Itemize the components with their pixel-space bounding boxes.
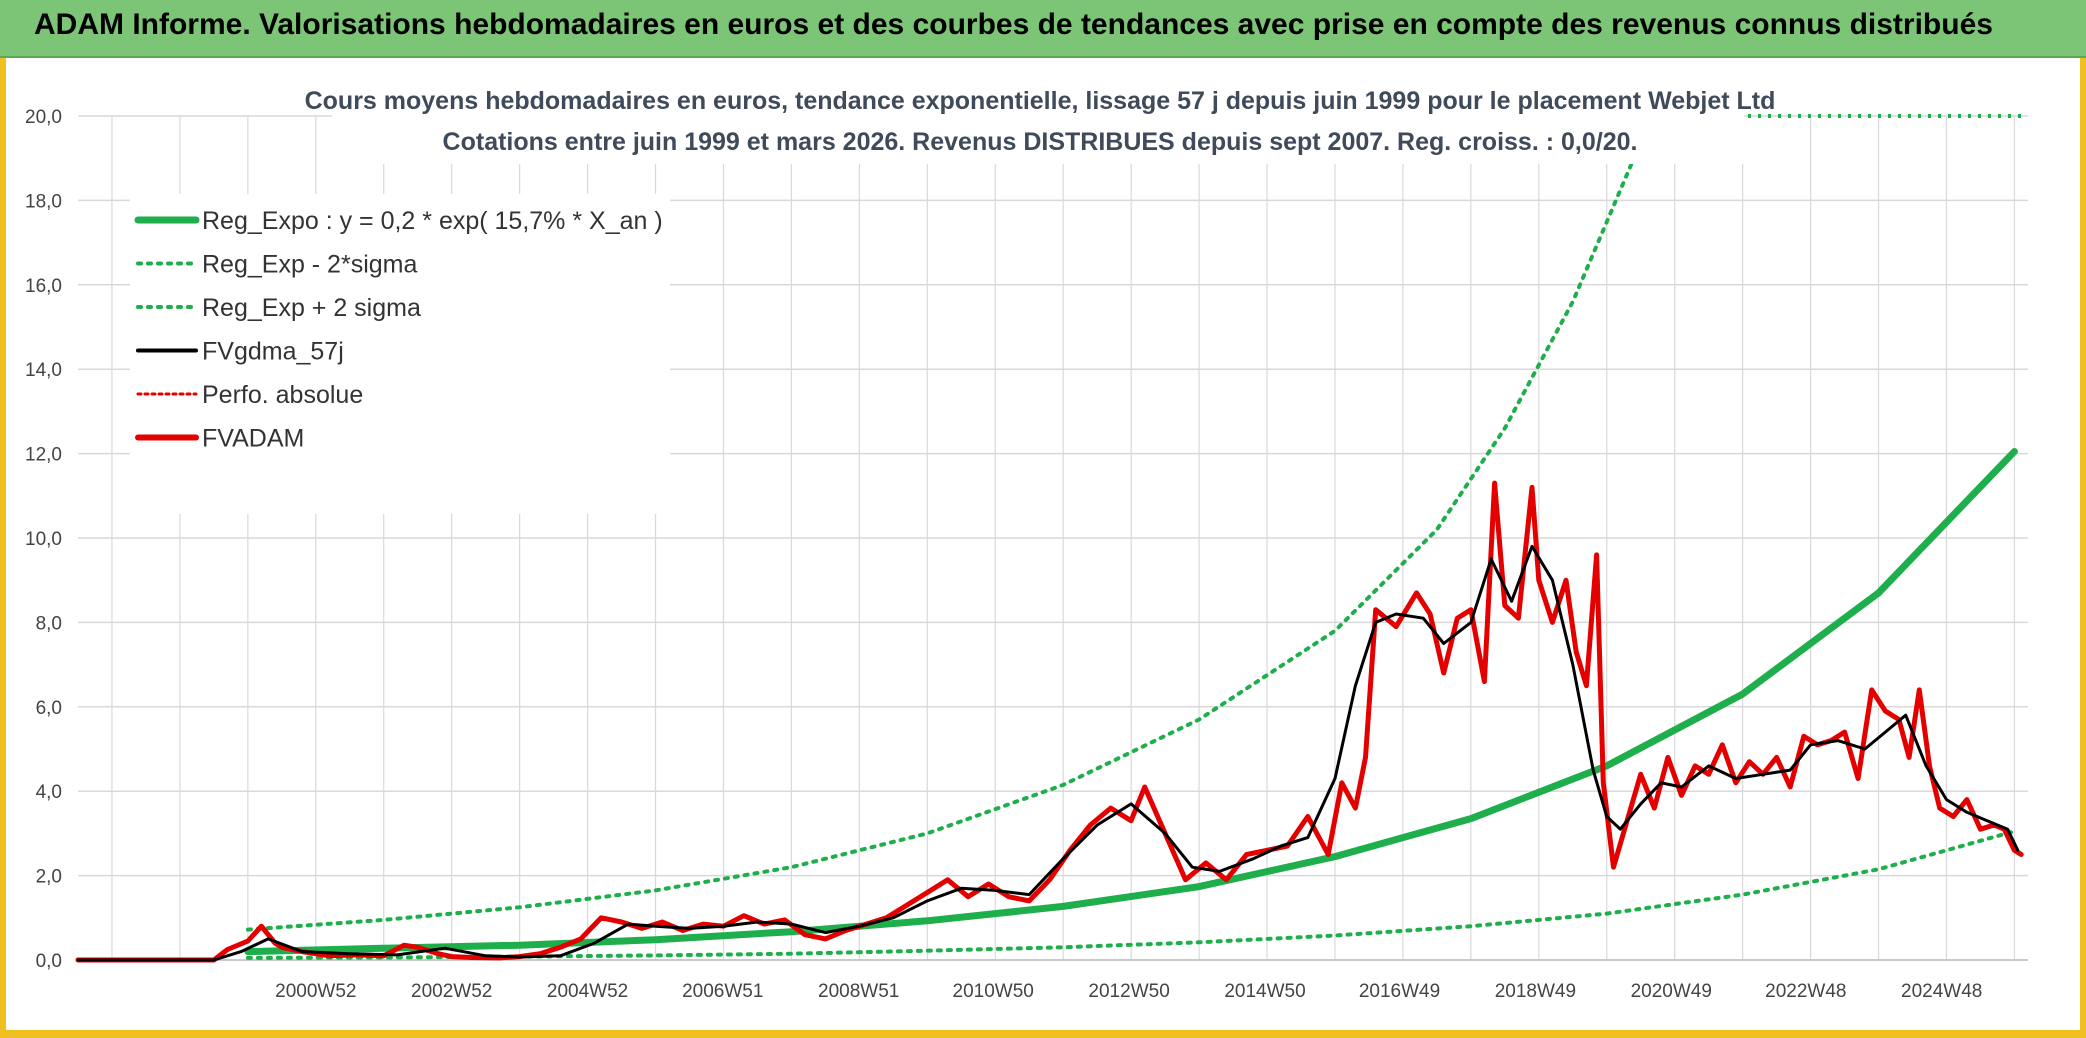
upper-band-line (245, 156, 1636, 932)
y-tick-label: 0,0 (36, 951, 62, 972)
chart-title-line-1: Cours moyens hebdomadaires en euros, ten… (305, 87, 1776, 115)
smoothed-line (76, 544, 2020, 962)
x-tick-label: 2008W51 (818, 981, 899, 1002)
x-tick-label: 2002W52 (411, 981, 492, 1002)
x-tick-label: 2012W50 (1088, 981, 1169, 1002)
price-line (75, 480, 2024, 963)
y-tick-label: 8,0 (36, 613, 62, 634)
x-tick-label: 2020W49 (1631, 981, 1712, 1002)
legend-label: Reg_Exp + 2 sigma (202, 294, 421, 322)
chart-area: 0,02,04,06,08,010,012,014,016,018,020,0 … (25, 80, 2028, 1002)
chart-title-line-2: Cotations entre juin 1999 et mars 2026. … (443, 128, 1638, 156)
x-tick-label: 2000W52 (275, 981, 356, 1002)
legend-label: FVADAM (202, 425, 304, 453)
x-axis-ticks: 2000W52 2002W52 2004W52 2006W51 2008W51 2010W… (275, 981, 1982, 1002)
x-tick-label: 2014W50 (1224, 981, 1305, 1002)
legend-label: FVgdma_57j (202, 338, 344, 366)
x-tick-label: 2018W49 (1495, 981, 1576, 1002)
report-banner: ADAM Informe. Valorisations hebdomadaire… (0, 0, 2086, 58)
y-tick-label: 14,0 (25, 360, 62, 381)
x-tick-label: 2024W48 (1901, 981, 1982, 1002)
y-tick-label: 6,0 (36, 698, 62, 719)
y-tick-label: 10,0 (25, 529, 62, 550)
legend-label: Perfo. absolue (202, 381, 363, 409)
trend-line (244, 448, 2018, 956)
y-tick-label: 20,0 (25, 107, 62, 128)
chart-legend: Reg_Expo : y = 0,2 * exp( 15,7% * X_an )… (130, 194, 670, 514)
y-axis-ticks: 0,0 2,0 4,0 6,0 8,0 10,0 12,0 14,0 16,0 18,0 20,0 (25, 107, 62, 972)
x-tick-label: 2004W52 (547, 981, 628, 1002)
legend-label: Reg_Expo : y = 0,2 * exp( 15,7% * X_an ) (202, 207, 663, 235)
y-tick-label: 4,0 (36, 782, 62, 803)
x-tick-label: 2022W48 (1765, 981, 1846, 1002)
y-tick-label: 18,0 (25, 191, 62, 212)
chart-series (75, 114, 2028, 963)
y-tick-label: 2,0 (36, 867, 62, 888)
legend-background (130, 194, 670, 514)
chart-title: Cours moyens hebdomadaires en euros, ten… (305, 80, 1776, 164)
bottom-strip (0, 1030, 2086, 1038)
x-tick-label: 2016W49 (1359, 981, 1440, 1002)
y-tick-label: 16,0 (25, 276, 62, 297)
banner-title: ADAM Informe. Valorisations hebdomadaire… (34, 8, 1993, 41)
x-tick-label: 2010W50 (953, 981, 1034, 1002)
x-tick-label: 2006W51 (682, 981, 763, 1002)
legend-label: Reg_Exp - 2*sigma (202, 251, 417, 279)
y-tick-label: 12,0 (25, 445, 62, 466)
